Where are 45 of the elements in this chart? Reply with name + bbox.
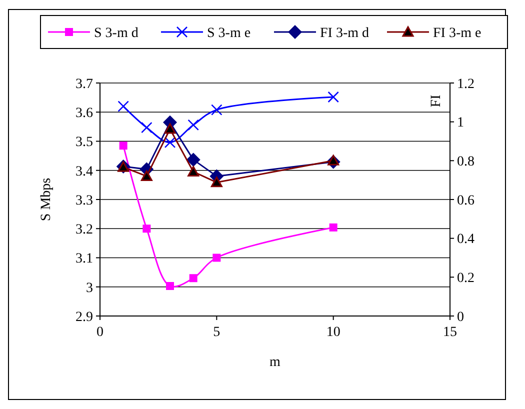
y-tick-label: 3.4 <box>76 164 93 180</box>
x-tick-label: 0 <box>96 325 104 340</box>
legend-label: S 3-m e <box>207 26 251 41</box>
legend-label: FI 3-m d <box>320 26 369 41</box>
y-tick-label: 3.3 <box>76 193 93 208</box>
y-tick-label: 3 <box>86 280 93 296</box>
point <box>119 142 128 150</box>
y2-axis-title: FI <box>429 94 444 108</box>
point <box>210 176 222 188</box>
y-tick-label: 3.6 <box>76 106 93 122</box>
y2-tick-label: 0 <box>457 310 464 325</box>
x-tick-label: 5 <box>213 325 220 340</box>
y-tick-label: 2.9 <box>76 310 93 325</box>
point <box>328 154 340 166</box>
y2-tick-label: 0.8 <box>457 154 474 170</box>
point <box>141 122 152 134</box>
x-tick-label: 10 <box>326 325 340 340</box>
y2-tick-label: 0.6 <box>457 193 474 208</box>
point <box>328 91 339 103</box>
x-tick-label: 15 <box>443 325 457 340</box>
point <box>118 100 129 112</box>
point <box>329 223 338 232</box>
y2-tick-label: 1 <box>457 116 464 131</box>
y-axis-title: S Mbps <box>39 178 54 222</box>
point <box>142 224 151 233</box>
x-axis-title: m <box>270 355 281 370</box>
point <box>189 274 198 282</box>
y-tick-label: 3.2 <box>76 222 93 238</box>
y-tick-label: 3.7 <box>76 76 93 92</box>
y-tick-label: 3.5 <box>76 135 93 150</box>
point <box>164 136 176 148</box>
point <box>212 254 221 262</box>
y2-tick-label: 0.4 <box>457 232 474 248</box>
y2-tick-label: 1.2 <box>457 76 474 92</box>
y-tick-label: 3.1 <box>76 252 93 267</box>
point <box>211 104 222 116</box>
legend-label: FI 3-m e <box>433 26 482 41</box>
point <box>188 166 200 176</box>
y2-tick-label: 0.2 <box>457 271 474 286</box>
point <box>188 119 199 131</box>
point <box>140 170 152 181</box>
point <box>186 152 200 167</box>
point <box>164 123 176 134</box>
point <box>166 282 174 290</box>
legend-label: S 3-m d <box>94 26 138 41</box>
